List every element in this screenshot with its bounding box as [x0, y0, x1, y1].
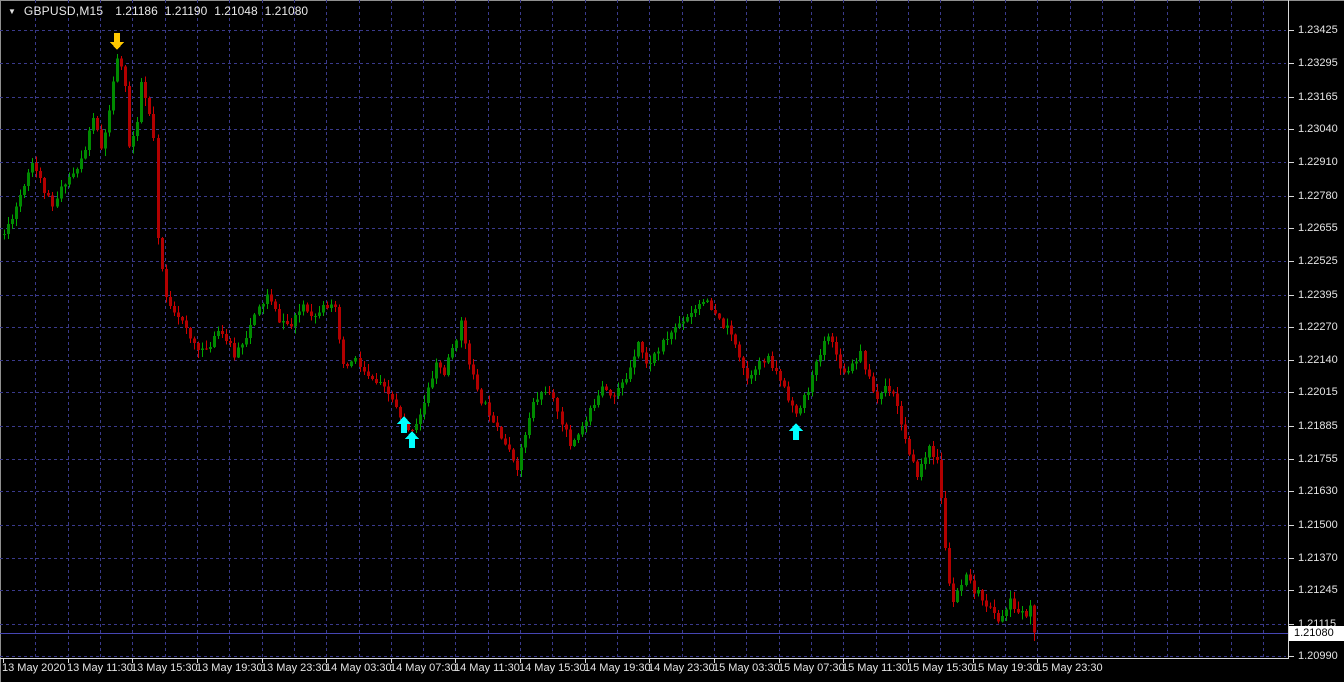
time-tick-label: 13 May 11:30	[67, 662, 133, 674]
time-tick-label: 15 May 11:30	[842, 662, 908, 674]
price-tick	[1289, 162, 1294, 163]
price-tick	[1289, 491, 1294, 492]
price-tick-label: 1.21370	[1298, 552, 1338, 564]
price-tick-label: 1.23165	[1298, 91, 1338, 103]
price-tick	[1289, 590, 1294, 591]
price-tick-label: 1.20990	[1298, 650, 1338, 662]
price-tick	[1289, 228, 1294, 229]
price-tick-label: 1.22655	[1298, 222, 1338, 234]
price-tick-label: 1.21500	[1298, 519, 1338, 531]
price-tick	[1289, 558, 1294, 559]
price-tick	[1289, 327, 1294, 328]
time-tick-label: 14 May 15:30	[519, 662, 586, 674]
price-tick	[1289, 525, 1294, 526]
time-tick-label: 13 May 2020	[2, 662, 66, 674]
candles	[3, 54, 1036, 641]
price-tick	[1289, 196, 1294, 197]
time-tick-label: 13 May 23:30	[261, 662, 328, 674]
time-tick	[3, 659, 4, 663]
price-tick-label: 1.21885	[1298, 420, 1338, 432]
price-tick-label: 1.23040	[1298, 123, 1338, 135]
price-tick	[1289, 459, 1294, 460]
time-tick-label: 15 May 15:30	[907, 662, 974, 674]
bid-price-label: 1.21080	[1289, 626, 1344, 641]
price-tick-label: 1.22015	[1298, 386, 1338, 398]
time-tick	[68, 659, 69, 663]
price-axis[interactable]: 1.23425 1.23295 1.23165 1.23040 1.22910 1.227…	[1289, 0, 1344, 662]
time-tick-label: 14 May 23:30	[648, 662, 715, 674]
time-tick-label: 15 May 23:30	[1036, 662, 1103, 674]
time-tick	[1037, 659, 1038, 663]
time-tick-label: 14 May 07:30	[390, 662, 457, 674]
grid	[0, 0, 1286, 657]
price-tick	[1289, 30, 1294, 31]
buy-arrow[interactable]	[405, 431, 419, 448]
time-tick	[391, 659, 392, 663]
price-tick	[1289, 97, 1294, 98]
chart-title-overlay: ▼ GBPUSD,M15 1.21186 1.21190 1.21048 1.2…	[8, 4, 308, 18]
price-tick-label: 1.22395	[1298, 289, 1338, 301]
price-tick-label: 1.21755	[1298, 453, 1338, 465]
time-tick-label: 14 May 03:30	[325, 662, 392, 674]
time-tick	[649, 659, 650, 663]
time-tick	[973, 659, 974, 663]
time-tick	[132, 659, 133, 663]
price-tick	[1289, 392, 1294, 393]
symbol-period-label: GBPUSD,M15	[23, 4, 104, 18]
price-tick	[1289, 129, 1294, 130]
price-tick-label: 1.23295	[1298, 57, 1338, 69]
time-tick	[779, 659, 780, 663]
price-tick	[1289, 656, 1294, 657]
time-tick	[843, 659, 844, 663]
price-tick-label: 1.23425	[1298, 24, 1338, 36]
price-tick-label: 1.22910	[1298, 156, 1338, 168]
price-chart-plot[interactable]	[0, 0, 1288, 658]
price-tick-label: 1.22780	[1298, 190, 1338, 202]
price-tick-label: 1.22270	[1298, 321, 1338, 333]
price-tick	[1289, 360, 1294, 361]
quote-low: 1.21048	[214, 4, 258, 18]
buy-arrow[interactable]	[789, 423, 803, 440]
price-axis-separator	[1288, 0, 1289, 659]
time-tick-label: 15 May 03:30	[713, 662, 780, 674]
time-axis-separator	[0, 658, 1289, 659]
sell-arrow[interactable]	[110, 33, 124, 50]
time-tick	[585, 659, 586, 663]
time-tick	[197, 659, 198, 663]
price-tick-label: 1.21630	[1298, 485, 1338, 497]
price-tick-label: 1.21245	[1298, 584, 1338, 596]
time-tick	[455, 659, 456, 663]
time-tick-label: 14 May 11:30	[454, 662, 520, 674]
price-tick	[1289, 426, 1294, 427]
time-tick	[326, 659, 327, 663]
price-tick-label: 1.22525	[1298, 255, 1338, 267]
price-tick-label: 1.22140	[1298, 354, 1338, 366]
time-tick	[262, 659, 263, 663]
quote-close: 1.21080	[264, 4, 309, 18]
price-tick	[1289, 624, 1294, 625]
chevron-down-icon[interactable]: ▼	[8, 6, 16, 16]
time-axis[interactable]: 13 May 2020 13 May 11:30 13 May 15:30 13 Ma…	[0, 659, 1288, 682]
price-tick	[1289, 295, 1294, 296]
time-tick	[520, 659, 521, 663]
time-tick-label: 13 May 15:30	[131, 662, 198, 674]
quote-open: 1.21186	[115, 4, 158, 18]
time-tick-label: 13 May 19:30	[196, 662, 263, 674]
price-tick	[1289, 261, 1294, 262]
time-tick	[908, 659, 909, 663]
price-tick	[1289, 63, 1294, 64]
quote-high: 1.21190	[164, 4, 208, 18]
time-tick-label: 15 May 07:30	[778, 662, 845, 674]
time-tick	[714, 659, 715, 663]
time-tick-label: 15 May 19:30	[972, 662, 1039, 674]
time-tick-label: 14 May 19:30	[584, 662, 651, 674]
buy-arrow[interactable]	[397, 416, 411, 433]
